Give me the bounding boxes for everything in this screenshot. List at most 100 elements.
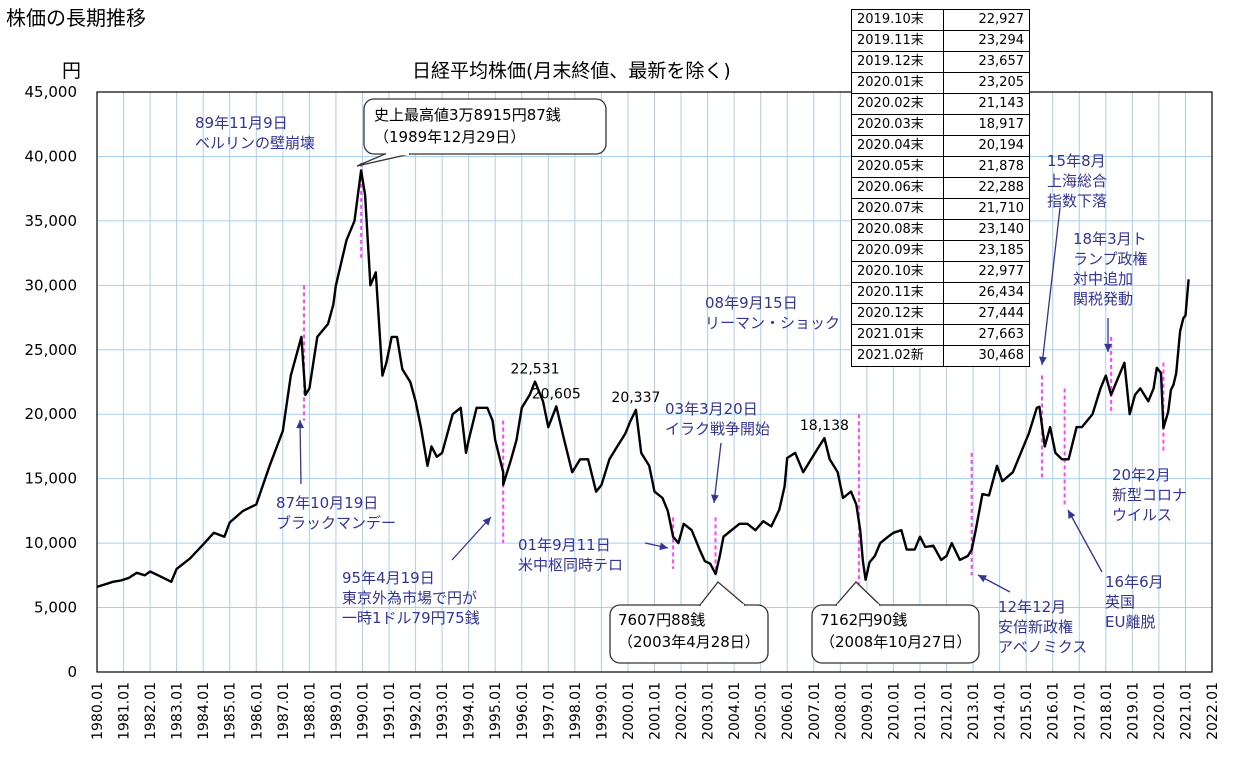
axes: 1980.01 1981.01 1982.01 1983.01 1984.01 1985.…	[25, 83, 1222, 740]
x-tick-label: 2018.01	[1099, 682, 1115, 740]
annotation-arrow	[1067, 509, 1103, 573]
table-value-cell: 27,444	[943, 303, 1030, 325]
table-row: 2020.06末 22,288	[851, 177, 1030, 199]
x-tick-label: 1981.01	[117, 682, 133, 740]
annotation-text: EU離脱	[1105, 613, 1155, 631]
x-tick-label: 1985.01	[223, 682, 239, 740]
annotation-text: 史上最高値3万8915円87銭	[374, 106, 561, 124]
y-tick-label: 35,000	[25, 212, 78, 230]
y-tick-label: 30,000	[25, 276, 78, 294]
y-tick-label: 15,000	[25, 470, 78, 488]
series	[96, 169, 1190, 589]
recent-values-table: 2019.10末 22,927 2019.11末 23,294 2019.12末 23,6…	[851, 9, 1030, 367]
annotation-text: 米中枢同時テロ	[518, 556, 623, 574]
x-tick-label: 1999.01	[594, 682, 610, 740]
x-tick-label: 2000.01	[621, 682, 637, 740]
x-tick-label: 1986.01	[249, 682, 265, 740]
x-tick-label: 1983.01	[170, 682, 186, 740]
callout-box	[811, 604, 980, 664]
table-row: 2020.03末 18,917	[851, 114, 1030, 136]
x-tick-label: 1995.01	[488, 682, 504, 740]
page-title: 株価の長期推移	[6, 6, 146, 30]
annotation-arrowhead	[1039, 356, 1047, 365]
annotation-text: 16年6月	[1105, 573, 1164, 591]
table-date-cell: 2020.01末	[851, 72, 944, 94]
x-tick-label: 2001.01	[648, 682, 664, 740]
annotation-text: 英国	[1105, 593, 1135, 611]
table-row: 2020.02末 21,143	[851, 93, 1030, 115]
table-date-cell: 2021.01末	[851, 324, 944, 346]
table-value-cell: 23,140	[943, 219, 1030, 241]
annotation-text: 89年11月9日	[195, 114, 288, 132]
table-date-cell: 2020.08末	[851, 219, 944, 241]
table-row: 2020.07末 21,710	[851, 198, 1030, 220]
table-date-cell: 2020.03末	[851, 114, 944, 136]
table-date-cell: 2020.10末	[851, 261, 944, 283]
table-value-cell: 23,294	[943, 30, 1030, 52]
table-value-cell: 21,143	[943, 93, 1030, 115]
annotation-text: 東京外為市場で円が	[342, 589, 477, 607]
annotation-text: 15年8月	[1047, 152, 1106, 170]
table-row: 2019.12末 23,657	[851, 51, 1030, 73]
table-date-cell: 2021.02新	[851, 345, 944, 367]
table-row: 2020.12末 27,444	[851, 303, 1030, 325]
annotation-text: 18年3月ト	[1073, 230, 1147, 248]
x-tick-label: 2016.01	[1046, 682, 1062, 740]
x-tick-label: 2020.01	[1152, 682, 1168, 740]
table-date-cell: 2020.04末	[851, 135, 944, 157]
table-value-cell: 26,434	[943, 282, 1030, 304]
annotation-arrow	[713, 442, 722, 504]
annotation-arrow	[1041, 207, 1061, 366]
x-tick-label: 2009.01	[860, 682, 876, 740]
x-tick-label: 2017.01	[1072, 682, 1088, 740]
table-value-cell: 23,657	[943, 51, 1030, 73]
peak-label: 18,138	[800, 418, 849, 434]
annotation-text: 新型コロナ	[1112, 486, 1187, 504]
x-tick-label: 1980.01	[90, 682, 106, 740]
table-value-cell: 18,917	[943, 114, 1030, 136]
y-tick-label: 45,000	[25, 83, 78, 101]
callout-box	[609, 604, 769, 664]
y-tick-label: 40,000	[25, 147, 78, 165]
table-value-cell: 30,468	[943, 345, 1030, 367]
table-row: 2021.01末 27,663	[851, 324, 1030, 346]
plot-area-border	[96, 91, 1213, 673]
x-tick-label: 1984.01	[196, 682, 212, 740]
annotation-text: 20年2月	[1112, 466, 1171, 484]
x-tick-label: 2019.01	[1125, 682, 1141, 740]
table-value-cell: 27,663	[943, 324, 1030, 346]
annotation-text: アベノミクス	[998, 638, 1087, 656]
grid	[96, 91, 1213, 673]
annotation-text: （2003年4月28日）	[618, 633, 760, 651]
y-axis-unit: 円	[62, 60, 82, 82]
annotation-text: 指数下落	[1047, 192, 1107, 210]
chart-title: 日経平均株価(月末終値、最新を除く)	[412, 60, 731, 82]
x-tick-label: 2008.01	[833, 682, 849, 740]
table-value-cell: 22,927	[943, 9, 1030, 31]
annotation-arrowhead	[711, 494, 719, 503]
table-value-cell: 23,205	[943, 72, 1030, 94]
annotation-arrowhead	[659, 542, 668, 551]
x-tick-label: 2012.01	[940, 682, 956, 740]
x-tick-label: 2021.01	[1178, 682, 1194, 740]
peak-label: 20,337	[611, 390, 660, 406]
annotation-text: （2008年10月27日）	[820, 633, 971, 651]
table-date-cell: 2020.07末	[851, 198, 944, 220]
x-tick-label: 2014.01	[993, 682, 1009, 740]
table-date-cell: 2020.11末	[851, 282, 944, 304]
callout-box	[363, 98, 607, 155]
x-tick-label: 1991.01	[382, 682, 398, 740]
x-tick-label: 1992.01	[409, 682, 425, 740]
table-value-cell: 20,194	[943, 135, 1030, 157]
x-tick-label: 1997.01	[541, 682, 557, 740]
table-row: 2019.11末 23,294	[851, 30, 1030, 52]
annotation-arrowhead	[1104, 343, 1112, 352]
x-tick-label: 1988.01	[302, 682, 318, 740]
x-tick-label: 1982.01	[143, 682, 159, 740]
x-tick-label: 2006.01	[780, 682, 796, 740]
table-row: 2020.05末 21,878	[851, 156, 1030, 178]
table-value-cell: 21,878	[943, 156, 1030, 178]
annotation-arrow	[299, 419, 302, 485]
